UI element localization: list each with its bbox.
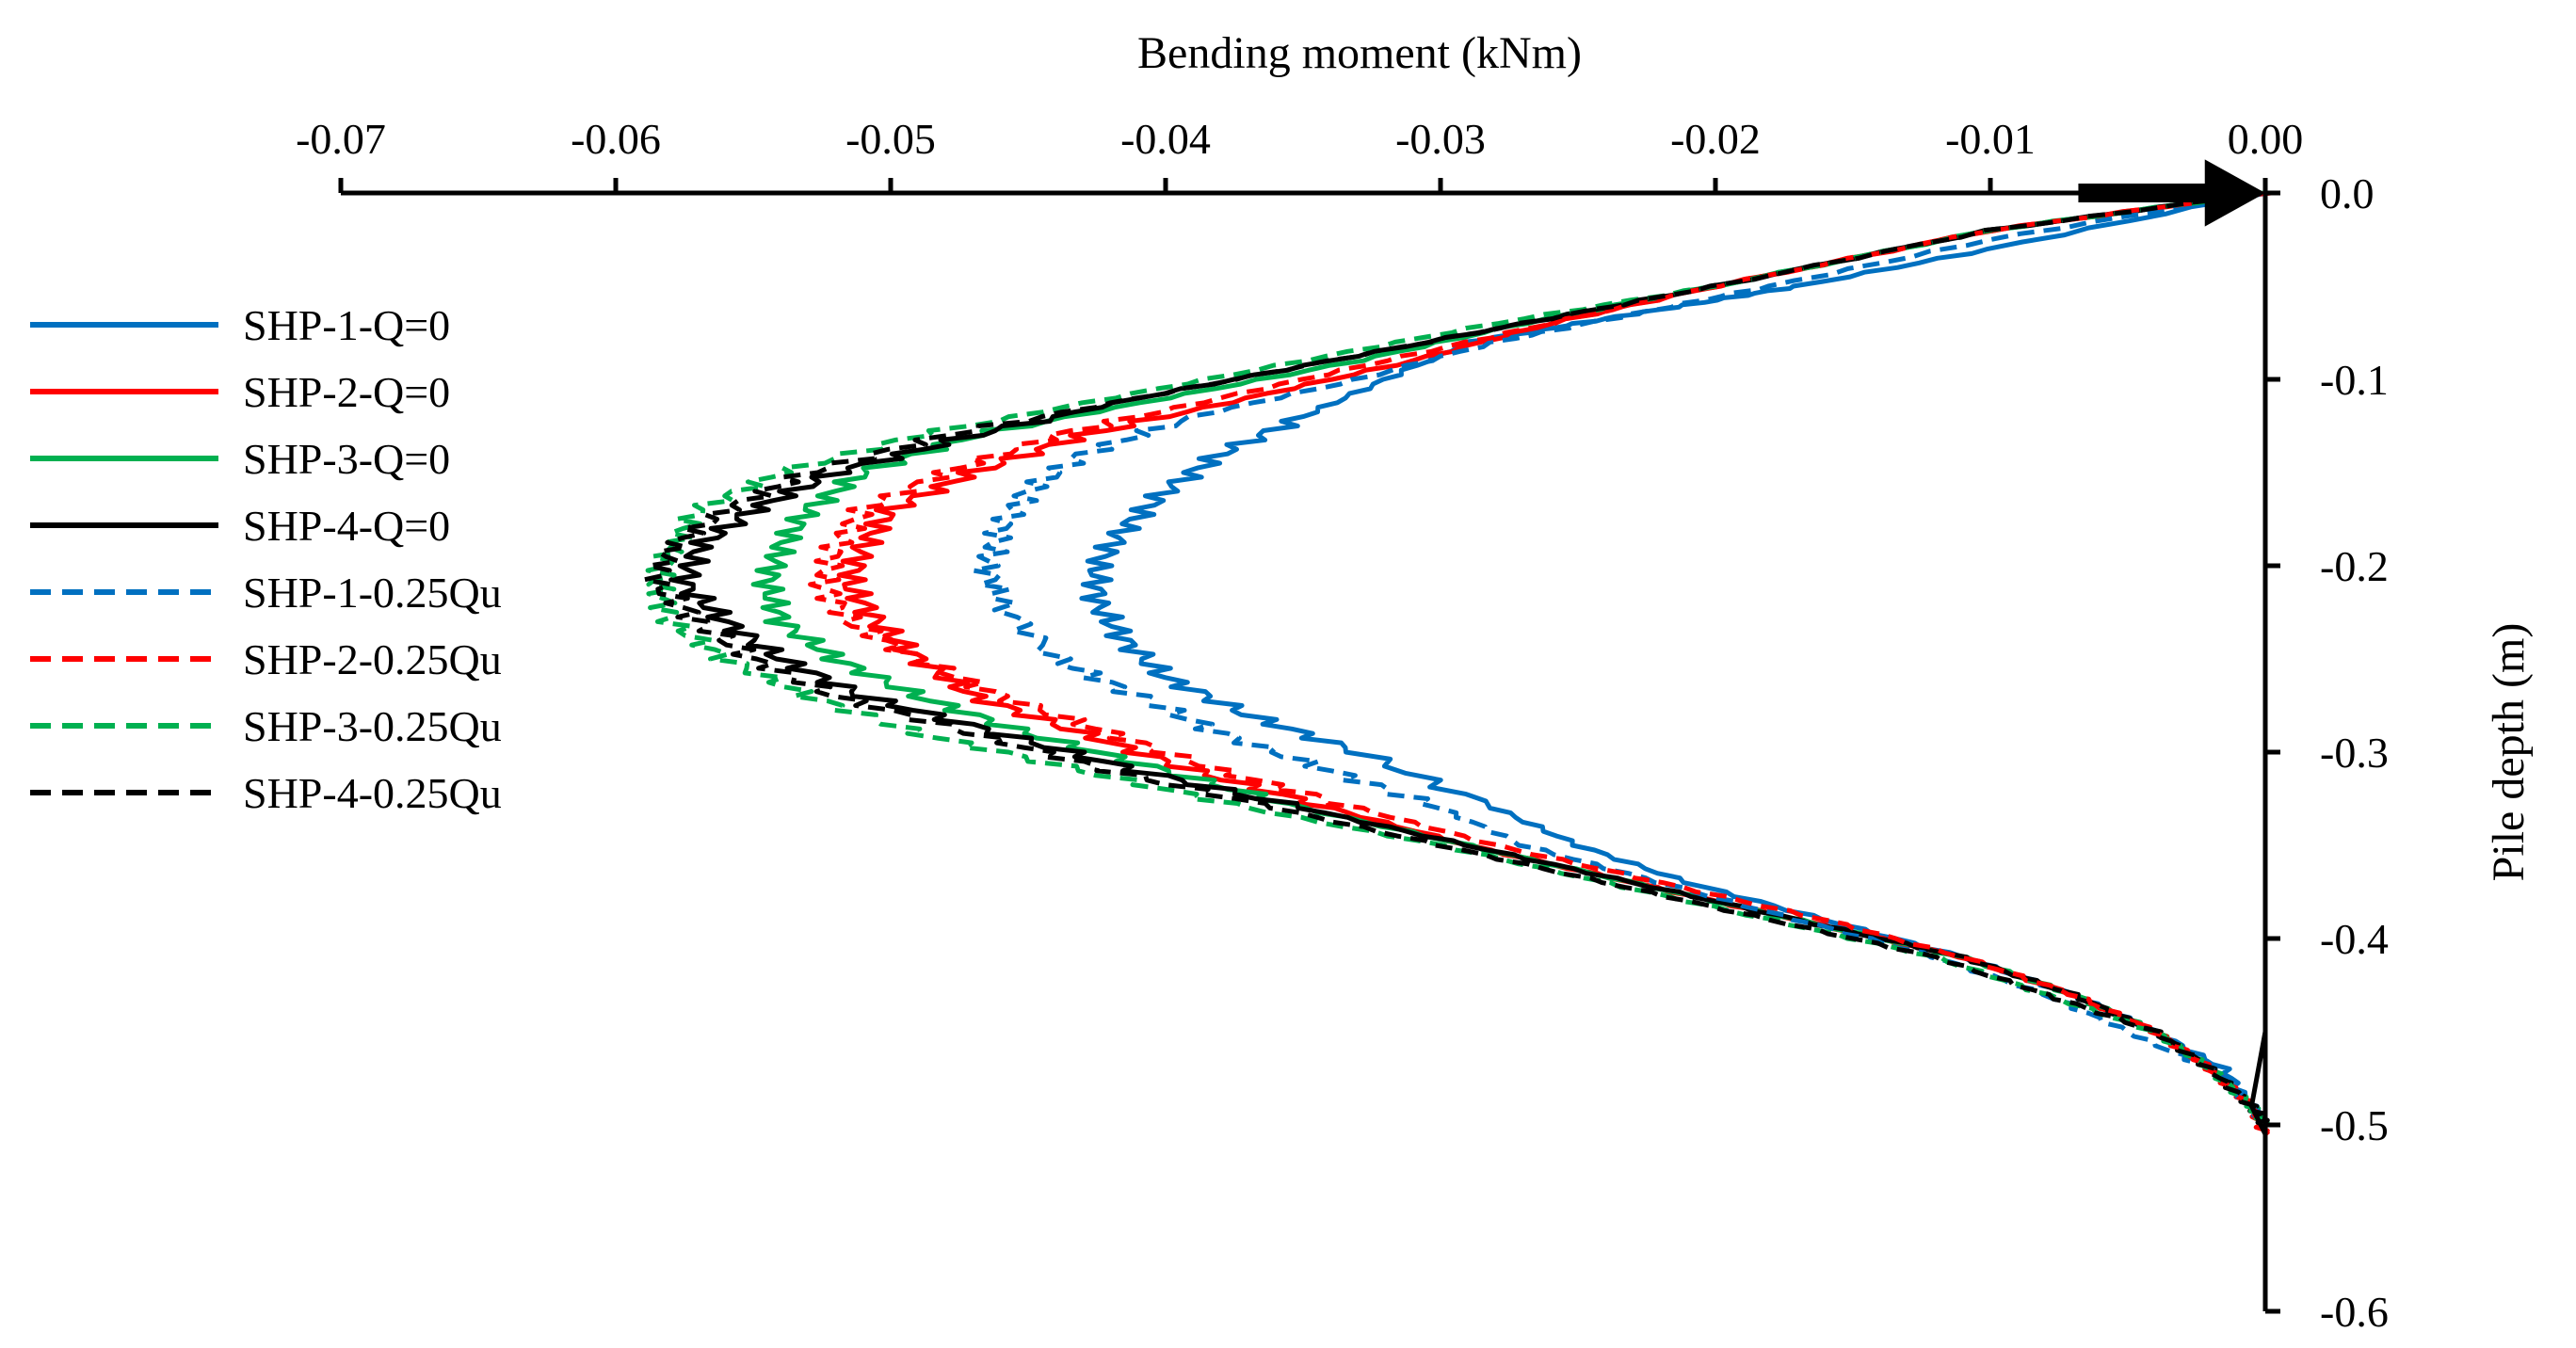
- series-layer: [642, 190, 2272, 1136]
- legend-label: SHP-2-0.25Qu: [243, 635, 502, 683]
- x-tick-label: -0.02: [1670, 115, 1761, 163]
- legend-label: SHP-2-Q=0: [243, 368, 450, 416]
- y-tick-label: -0.1: [2320, 356, 2389, 404]
- legend-label: SHP-4-Q=0: [243, 502, 450, 550]
- series-line-SHP-1-0.25Qu: [971, 190, 2269, 1128]
- x-tick-label: -0.04: [1120, 115, 1211, 163]
- axes-layer: -0.07 -0.06 -0.05 -0.04 -0.03 -0.02 -0.01 0.00 0…: [296, 115, 2389, 1336]
- legend: SHP-1-Q=0 SHP-2-Q=0 SHP-3-Q=0 SHP-4-Q=0 SHP-…: [30, 301, 502, 817]
- series-line-SHP-1-Q=0: [1079, 190, 2268, 1128]
- y-tick-label: -0.2: [2320, 542, 2389, 590]
- series-line-SHP-2-0.25Qu: [808, 190, 2272, 1136]
- y-tick-label: 0.0: [2320, 169, 2375, 217]
- y-tick-label: -0.5: [2320, 1101, 2389, 1149]
- pile-tip-marker: [2248, 1031, 2268, 1136]
- load-arrow-head: [2204, 159, 2265, 227]
- y-tick-label: -0.4: [2320, 915, 2389, 963]
- legend-label: SHP-1-Q=0: [243, 301, 450, 349]
- legend-label: SHP-1-0.25Qu: [243, 569, 502, 617]
- x-axis-title: Bending moment (kNm): [1137, 28, 1582, 78]
- legend-label: SHP-3-Q=0: [243, 435, 450, 483]
- y-axis-title: Pile depth (m): [2484, 623, 2534, 882]
- x-tick-label: 0.00: [2228, 115, 2304, 163]
- legend-label: SHP-4-0.25Qu: [243, 769, 502, 817]
- x-tick-label: -0.01: [1945, 115, 2036, 163]
- x-tick-label: -0.07: [296, 115, 386, 163]
- y-tick-label: -0.3: [2320, 729, 2389, 777]
- series-line-SHP-4-0.25Qu: [642, 190, 2269, 1128]
- series-line-SHP-2-Q=0: [836, 190, 2272, 1136]
- x-tick-label: -0.05: [845, 115, 936, 163]
- x-tick-label: -0.06: [571, 115, 661, 163]
- legend-label: SHP-3-0.25Qu: [243, 702, 502, 750]
- x-tick-label: -0.03: [1395, 115, 1486, 163]
- y-tick-label: -0.6: [2320, 1288, 2389, 1336]
